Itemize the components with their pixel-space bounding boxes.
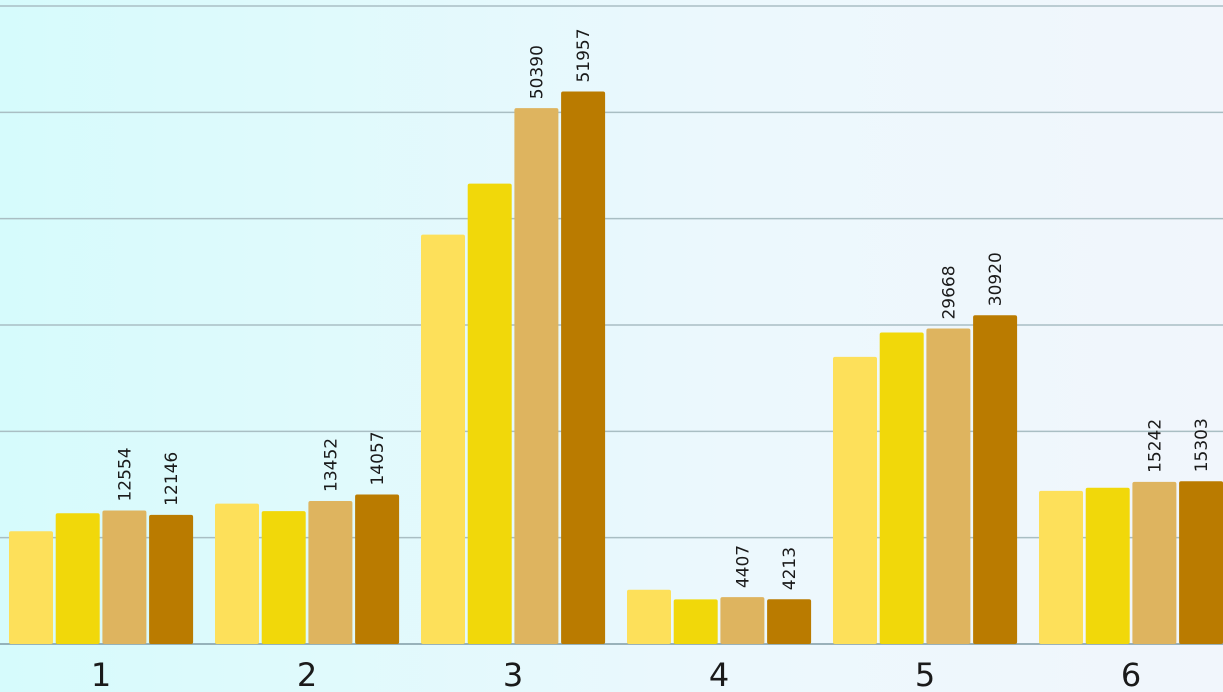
bar-cat1-series1 [9, 531, 53, 644]
data-label: 13452 [321, 438, 341, 492]
data-label: 15242 [1145, 419, 1165, 473]
bars [9, 91, 1223, 644]
bar-cat2-series4 [355, 494, 400, 644]
x-axis-tick-labels: 1 2 3 4 5 6 [91, 656, 1141, 692]
data-label: 12146 [162, 452, 182, 506]
bar-cat2-series2 [261, 511, 306, 644]
bar-cat5-series4 [973, 315, 1018, 644]
gridlines [0, 5, 1223, 645]
bar-cat4-series3 [720, 597, 765, 644]
bar-cat5-series3 [926, 328, 971, 644]
x-tick-label: 1 [91, 656, 111, 692]
bar-cat6-series1 [1039, 490, 1083, 644]
x-tick-label: 4 [709, 656, 729, 692]
bar-cat1-series2 [55, 513, 100, 644]
data-label: 4407 [733, 545, 753, 588]
bar-cat4-series1 [627, 589, 671, 644]
x-tick-label: 6 [1121, 656, 1141, 692]
x-tick-label: 5 [915, 656, 935, 692]
bar-cat2-series3 [308, 500, 353, 644]
bar-cat5-series2 [879, 332, 924, 644]
bar-cat5-series1 [833, 356, 877, 644]
bar-cat3-series2 [467, 183, 512, 644]
bar-cat1-series3 [102, 510, 147, 644]
bar-cat3-series3 [514, 108, 559, 644]
bar-cat6-series3 [1132, 481, 1177, 644]
data-label: 14057 [368, 431, 388, 485]
bar-cat4-series4 [767, 599, 812, 644]
data-label: 51957 [574, 28, 594, 82]
x-tick-label: 2 [297, 656, 317, 692]
bar-cat4-series2 [673, 599, 718, 644]
data-label: 15303 [1192, 418, 1212, 472]
data-labels: 12554 12146 13452 14057 50390 51957 4407 4213 29… [115, 28, 1212, 590]
data-label: 12554 [115, 447, 135, 501]
bar-cat6-series2 [1085, 487, 1130, 644]
bar-cat1-series4 [149, 514, 194, 644]
x-tick-label: 3 [503, 656, 523, 692]
bar-cat2-series1 [215, 503, 259, 644]
bar-cat3-series1 [421, 234, 465, 644]
data-label: 4213 [780, 547, 800, 590]
data-label: 30920 [986, 252, 1006, 306]
data-label: 50390 [527, 45, 547, 99]
bar-cat3-series4 [561, 91, 606, 644]
bar-cat6-series4 [1179, 481, 1223, 644]
data-label: 29668 [939, 265, 959, 319]
